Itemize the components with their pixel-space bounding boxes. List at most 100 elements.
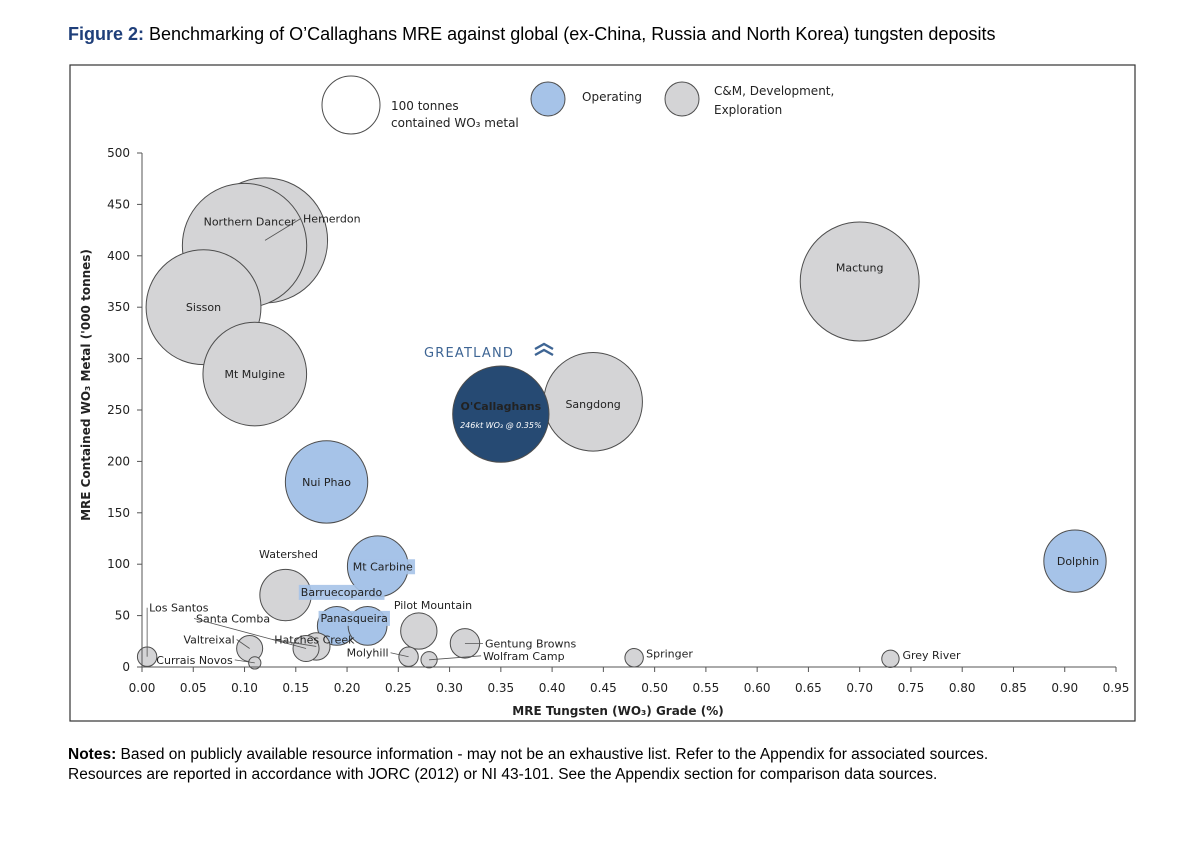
x-tick-label: 0.20 <box>334 681 361 695</box>
x-tick-label: 0.75 <box>898 681 925 695</box>
notes-line-2: Resources are reported in accordance wit… <box>68 766 938 783</box>
greatland-logo-mark <box>534 342 554 357</box>
bubble-springer <box>624 648 644 668</box>
notes-label: Notes: <box>68 746 117 763</box>
x-tick-label: 0.45 <box>590 681 617 695</box>
y-tick-label: 50 <box>115 609 130 623</box>
label-pilot-mountain: Pilot Mountain <box>394 599 472 612</box>
x-tick-label: 0.60 <box>744 681 771 695</box>
label-watershed: Watershed <box>259 548 318 561</box>
labels-layer: Hemerdon Northern Dancer Sisson Mt Mulgine M… <box>146 212 1099 667</box>
y-tick-label: 400 <box>107 249 130 263</box>
bubble-nui-phao <box>284 440 369 524</box>
label-sisson: Sisson <box>186 301 221 314</box>
leader-wolfram-camp <box>429 655 482 661</box>
notes: Notes: Based on publicly available resou… <box>68 745 1148 785</box>
label-hemerdon: Hemerdon <box>303 212 361 225</box>
label-box-mt-carbine <box>350 559 416 575</box>
label-gentung-browns: Gentung Browns <box>485 637 577 650</box>
leader-hemerdon <box>264 218 302 241</box>
axes-layer: 0 50 100 150 200 250 300 350 400 450 500 0.00 0.05 0.… <box>107 146 1129 695</box>
label-panasqueira: Panasqueira <box>321 612 388 625</box>
y-tick-label: 0 <box>122 660 130 674</box>
legend: 100 tonnes contained WO₃ metal Operating C&… <box>321 75 834 135</box>
sublabel-o-callaghans: 246kt WO₃ @ 0.35% <box>460 421 542 430</box>
y-tick-label: 150 <box>107 506 130 520</box>
legend-operating-swatch <box>530 81 566 117</box>
greatland-logo-text: GREATLAND <box>424 346 514 361</box>
label-wolfram-camp: Wolfram Camp <box>483 650 565 663</box>
greatland-logo: GREATLAND <box>424 342 554 361</box>
label-dolphin: Dolphin <box>1057 555 1099 568</box>
bubble-o-callaghans <box>452 365 550 463</box>
bubble-dolphin <box>1043 529 1107 593</box>
figure-caption-label: Figure 2: <box>68 24 145 44</box>
x-tick-label: 0.00 <box>129 681 156 695</box>
notes-text-1: Based on publicly available resource inf… <box>116 746 989 763</box>
x-tick-label: 0.10 <box>231 681 258 695</box>
label-hatches-creek: Hatches Creek <box>274 633 355 646</box>
x-tick-label: 0.30 <box>436 681 463 695</box>
bubble-pilot-mountain <box>400 612 438 650</box>
leader-currais-novos <box>234 659 255 664</box>
label-currais-novos: Currais Novos <box>156 654 233 667</box>
label-mt-mulgine: Mt Mulgine <box>224 368 285 381</box>
x-tick-label: 0.65 <box>795 681 822 695</box>
x-tick-label: 0.15 <box>282 681 309 695</box>
bubbles-layer <box>136 177 1107 670</box>
x-tick-label: 0.35 <box>487 681 514 695</box>
bubble-mactung <box>799 221 920 342</box>
label-santa-comba: Santa Comba <box>196 612 270 625</box>
bubble-grey-river <box>881 649 900 668</box>
x-tick-label: 0.95 <box>1103 681 1130 695</box>
label-los-santos: Los Santos <box>149 602 209 615</box>
label-northern-dancer: Northern Dancer <box>204 216 296 229</box>
legend-size-label-1: 100 tonnes <box>391 99 459 113</box>
label-box-panasqueira <box>318 610 390 626</box>
bubble-mt-mulgine <box>202 321 308 427</box>
legend-size-bubble <box>321 75 381 135</box>
legend-size-label-2: contained WO₃ metal <box>391 116 519 130</box>
legend-cm-label-1: C&M, Development, <box>714 84 834 98</box>
x-tick-label: 0.80 <box>949 681 976 695</box>
label-mt-carbine: Mt Carbine <box>353 560 413 573</box>
label-valtreixal: Valtreixal <box>183 633 234 646</box>
figure-caption-text: Benchmarking of O’Callaghans MRE against… <box>144 24 996 44</box>
y-tick-label: 300 <box>107 352 130 366</box>
label-o-callaghans: O'Callaghans <box>460 400 541 413</box>
y-tick-label: 250 <box>107 403 130 417</box>
x-tick-label: 0.90 <box>1051 681 1078 695</box>
figure-caption: Figure 2: Benchmarking of O’Callaghans M… <box>68 24 995 45</box>
leader-molyhill <box>390 652 409 658</box>
legend-operating-label: Operating <box>582 90 642 104</box>
leader-valtreixal <box>236 639 250 649</box>
y-tick-label: 450 <box>107 197 130 211</box>
legend-cm-label-2: Exploration <box>714 103 782 117</box>
label-box-barruecopardo <box>298 584 385 600</box>
bubble-wolfram-camp <box>420 651 438 669</box>
label-molyhill: Molyhill <box>347 647 389 660</box>
leader-santa-comba <box>193 618 307 649</box>
x-tick-label: 0.70 <box>846 681 873 695</box>
y-tick-label: 350 <box>107 300 130 314</box>
x-tick-label: 0.05 <box>180 681 207 695</box>
label-springer: Springer <box>646 648 693 661</box>
x-tick-label: 0.50 <box>641 681 668 695</box>
y-tick-label: 100 <box>107 557 130 571</box>
y-axis-title: MRE Contained WO₃ Metal ('000 tonnes) <box>79 249 93 521</box>
label-mactung: Mactung <box>836 262 884 275</box>
leader-hatches-creek <box>272 639 317 647</box>
x-axis-title: MRE Tungsten (WO₃) Grade (%) <box>512 704 723 718</box>
x-tick-label: 0.55 <box>693 681 720 695</box>
bubble-chart: 0 50 100 150 200 250 300 350 400 450 500 0.00 0.05 0.… <box>69 64 1136 722</box>
label-barruecopardo: Barruecopardo <box>301 586 383 599</box>
y-tick-label: 500 <box>107 146 130 160</box>
x-tick-label: 0.40 <box>539 681 566 695</box>
label-sangdong: Sangdong <box>565 398 620 411</box>
legend-cm-swatch <box>664 81 700 117</box>
x-tick-label: 0.85 <box>1000 681 1027 695</box>
notes-line-1: Notes: Based on publicly available resou… <box>68 745 1148 765</box>
x-tick-label: 0.25 <box>385 681 412 695</box>
y-tick-label: 200 <box>107 454 130 468</box>
label-nui-phao: Nui Phao <box>302 476 351 489</box>
